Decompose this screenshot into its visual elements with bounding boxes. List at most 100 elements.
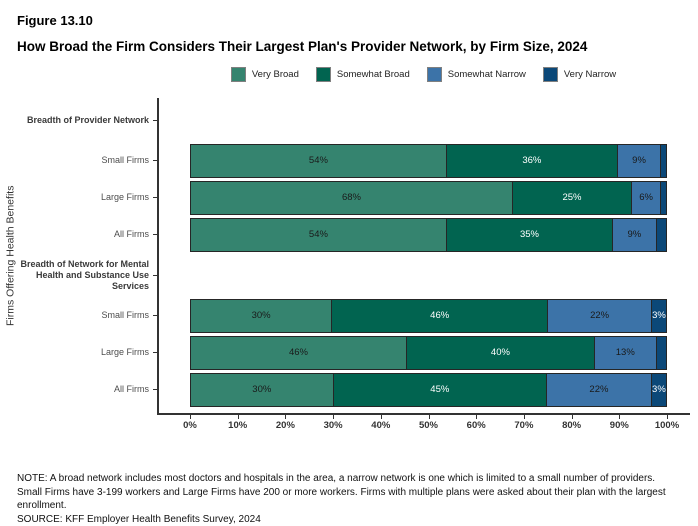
group-header-label: Breadth of Network for Mental Health and…	[0, 253, 157, 297]
legend-item-somewhat-broad: Somewhat Broad	[316, 67, 410, 82]
legend-item-somewhat-narrow: Somewhat Narrow	[427, 67, 526, 82]
x-tick-mark	[619, 415, 620, 419]
x-tick-label: 80%	[562, 420, 581, 431]
chart-title: How Broad the Firm Considers Their Large…	[17, 38, 698, 55]
bar-segment-very-narrow	[660, 182, 666, 214]
x-tick-label: 10%	[228, 420, 247, 431]
x-tick-mark	[667, 415, 668, 419]
bar-segment-very-broad: 68%	[191, 182, 512, 214]
bar-cell: 46%40%13%	[157, 334, 690, 371]
legend-swatch-somewhat-narrow	[427, 67, 442, 82]
bar-cell: 68%25%6%	[157, 179, 690, 216]
legend-swatch-very-broad	[231, 67, 246, 82]
x-tick-mark	[429, 415, 430, 419]
bar-row-large-firms: Large Firms 46%40%13%	[0, 334, 690, 371]
x-tick-mark	[333, 415, 334, 419]
x-tick-mark	[238, 415, 239, 419]
bar-segment-very-narrow: 3%	[651, 374, 666, 406]
note-line-1: NOTE: A broad network includes most doct…	[17, 472, 678, 486]
category-label: All Firms	[0, 371, 157, 408]
bar-segment-very-narrow	[656, 219, 666, 251]
bar-segment-very-narrow	[656, 337, 666, 369]
bar-segment-somewhat-narrow: 9%	[612, 219, 655, 251]
x-tick-label: 60%	[467, 420, 486, 431]
bar-segment-very-broad: 54%	[191, 145, 446, 177]
bar-cell: 54%35%9%	[157, 216, 690, 253]
bar-segment-somewhat-narrow: 9%	[617, 145, 660, 177]
group-header-label: Breadth of Provider Network	[0, 98, 157, 142]
legend-item-very-narrow: Very Narrow	[543, 67, 616, 82]
bar-row-small-firms: Small Firms 54%36%9%	[0, 142, 690, 179]
x-tick-label: 90%	[610, 420, 629, 431]
bar-cell: 54%36%9%	[157, 142, 690, 179]
notes: NOTE: A broad network includes most doct…	[17, 472, 678, 526]
x-tick-mark	[524, 415, 525, 419]
category-group-header-row: Breadth of Network for Mental Health and…	[0, 253, 690, 297]
bar-segment-somewhat-narrow: 6%	[631, 182, 660, 214]
bar-segment-somewhat-narrow: 13%	[594, 337, 656, 369]
figure-number: Figure 13.10	[17, 13, 698, 29]
legend: Very Broad Somewhat Broad Somewhat Narrow V…	[157, 65, 690, 84]
bar-row-small-firms: Small Firms 30%46%22%3%	[0, 297, 690, 334]
x-tick-mark	[572, 415, 573, 419]
legend-label: Very Narrow	[564, 69, 616, 80]
x-tick-mark	[381, 415, 382, 419]
bar-segment-very-broad: 46%	[191, 337, 406, 369]
bar-segment-very-narrow: 3%	[651, 300, 666, 332]
category-label: Small Firms	[0, 297, 157, 334]
bar-row-large-firms: Large Firms 68%25%6%	[0, 179, 690, 216]
x-tick-label: 40%	[371, 420, 390, 431]
category-label: Small Firms	[0, 142, 157, 179]
bar-segment-somewhat-narrow: 22%	[546, 374, 651, 406]
legend-label: Somewhat Narrow	[448, 69, 526, 80]
bar-segment-very-broad: 30%	[191, 374, 333, 406]
x-tick-label: 70%	[514, 420, 533, 431]
bar-segment-somewhat-broad: 25%	[512, 182, 631, 214]
bar-segment-somewhat-broad: 35%	[446, 219, 612, 251]
stacked-bar: 54%36%9%	[190, 144, 667, 178]
x-tick-mark	[476, 415, 477, 419]
stacked-bar: 30%46%22%3%	[190, 299, 667, 333]
bar-segment-very-broad: 30%	[191, 300, 331, 332]
x-tick-label: 30%	[324, 420, 343, 431]
source-line: SOURCE: KFF Employer Health Benefits Sur…	[17, 513, 678, 526]
bar-row-all-firms: All Firms 54%35%9%	[0, 216, 690, 253]
x-tick-label: 50%	[419, 420, 438, 431]
stacked-bar: 46%40%13%	[190, 336, 667, 370]
x-tick-mark	[285, 415, 286, 419]
category-label: Large Firms	[0, 334, 157, 371]
legend-swatch-very-narrow	[543, 67, 558, 82]
legend-label: Very Broad	[252, 69, 299, 80]
legend-item-very-broad: Very Broad	[231, 67, 299, 82]
x-tick-label: 100%	[655, 420, 679, 431]
category-label: All Firms	[0, 216, 157, 253]
bar-segment-somewhat-narrow: 22%	[547, 300, 651, 332]
bar-segment-very-broad: 54%	[191, 219, 446, 251]
x-tick-mark	[190, 415, 191, 419]
bar-segment-very-narrow	[660, 145, 666, 177]
y-axis-spine	[157, 98, 159, 413]
legend-label: Somewhat Broad	[337, 69, 410, 80]
bar-segment-somewhat-broad: 45%	[333, 374, 546, 406]
x-tick-label: 0%	[183, 420, 197, 431]
category-label: Large Firms	[0, 179, 157, 216]
category-group-header-row: Breadth of Provider Network	[0, 98, 690, 142]
bar-segment-somewhat-broad: 36%	[446, 145, 617, 177]
spacer-cell	[157, 253, 690, 297]
bar-row-all-firms: All Firms 30%45%22%3%	[0, 371, 690, 408]
note-line-2: Small Firms have 3-199 workers and Large…	[17, 486, 678, 513]
stacked-bar: 54%35%9%	[190, 218, 667, 252]
stacked-bar: 68%25%6%	[190, 181, 667, 215]
stacked-bar: 30%45%22%3%	[190, 373, 667, 407]
legend-swatch-somewhat-broad	[316, 67, 331, 82]
spacer-cell	[157, 98, 690, 142]
bar-cell: 30%45%22%3%	[157, 371, 690, 408]
bar-segment-somewhat-broad: 46%	[331, 300, 547, 332]
x-axis-line	[157, 413, 690, 415]
chart: Firms Offering Health Benefits Breadth o…	[0, 98, 698, 440]
bar-cell: 30%46%22%3%	[157, 297, 690, 334]
x-tick-label: 20%	[276, 420, 295, 431]
